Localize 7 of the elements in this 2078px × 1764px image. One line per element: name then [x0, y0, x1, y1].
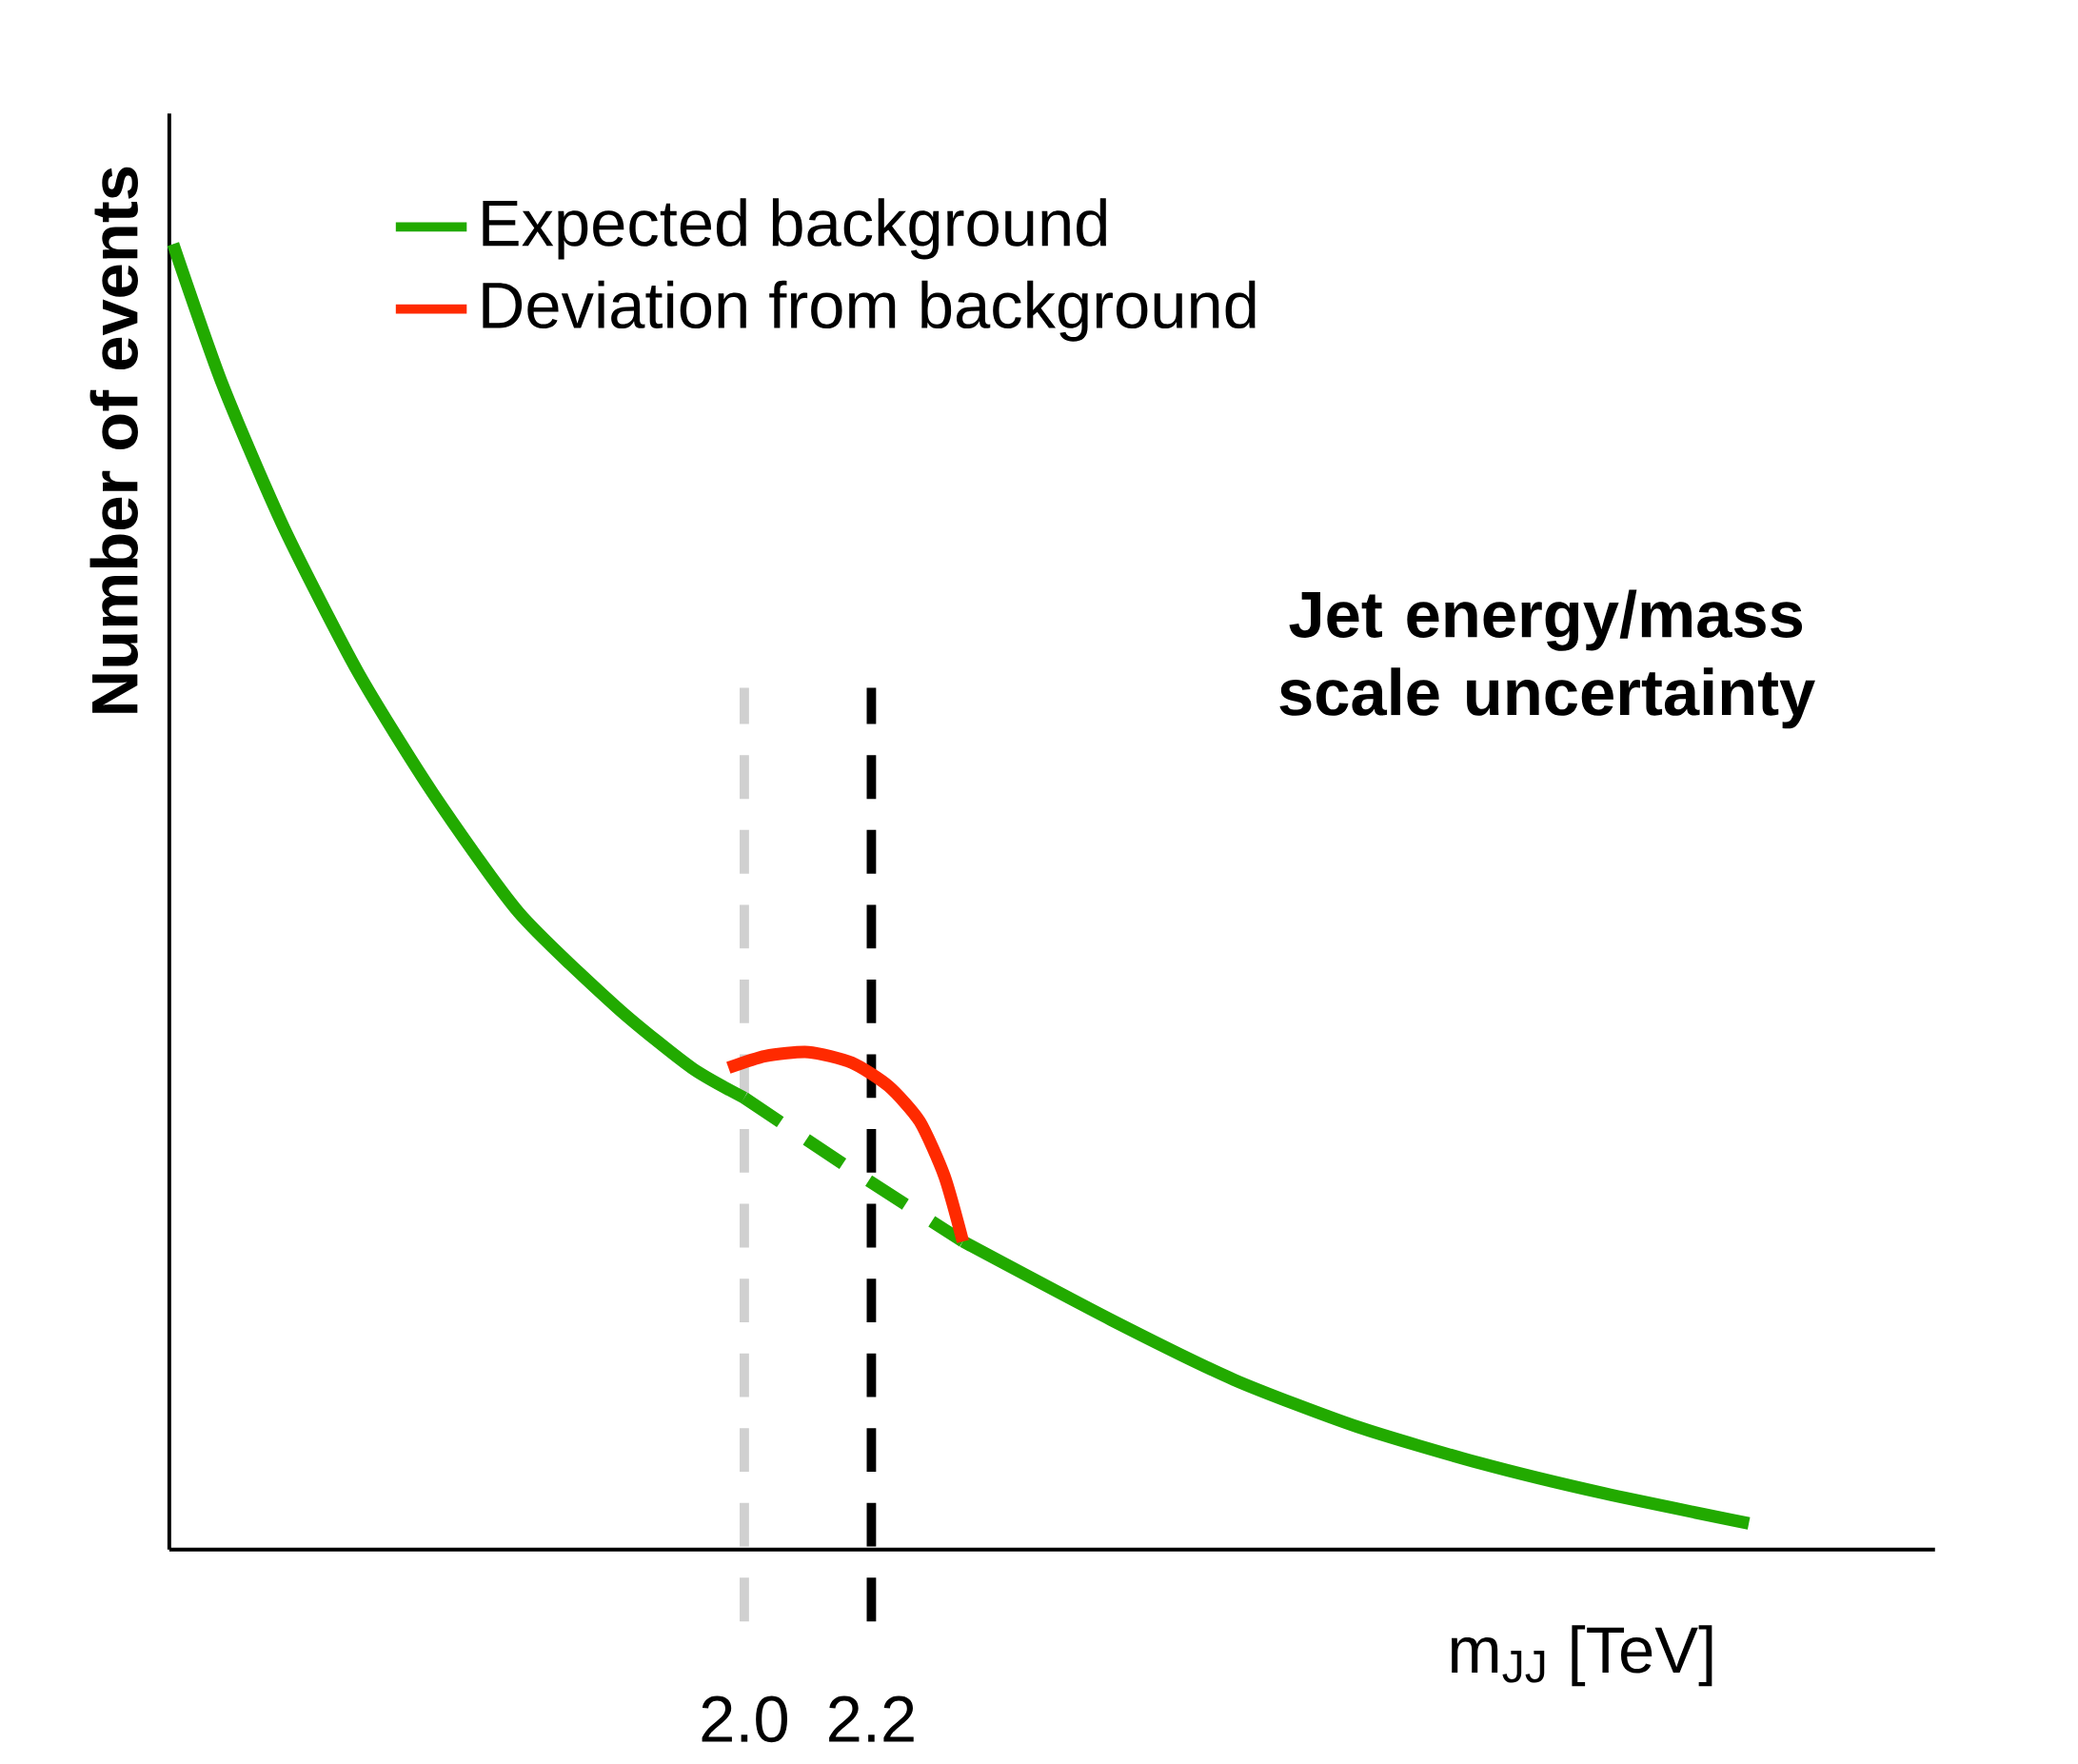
x-tick-label: 2.2	[829, 1695, 914, 1742]
legend-label: Expected background	[483, 198, 1106, 260]
x-axis-title: m$_{JJ}$ [TeV]	[1452, 1625, 1712, 1687]
legend-label: Deviation from background	[483, 280, 1256, 342]
x-tick-label: 2.0	[702, 1695, 787, 1743]
annotation: Jet energy/mass scale uncertainty	[1279, 589, 1815, 729]
y-axis-title: Number of events	[89, 167, 138, 713]
